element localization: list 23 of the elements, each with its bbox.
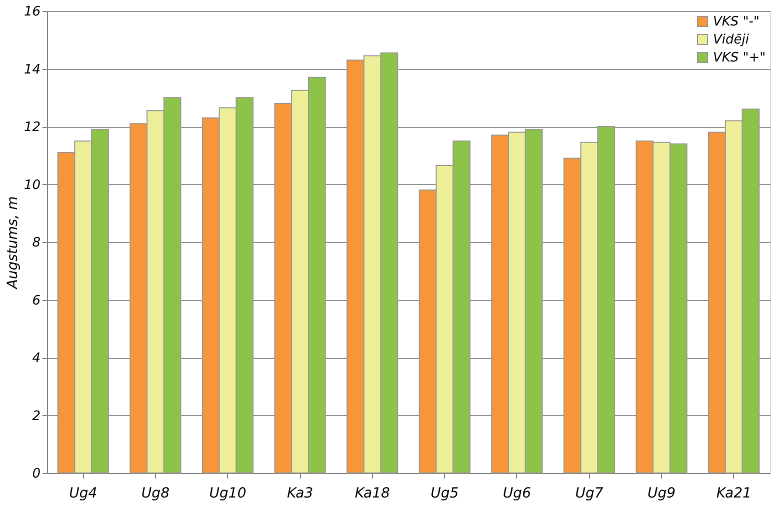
y-tick-label: 12 — [24, 120, 40, 135]
x-tick-label: Ug7 — [575, 486, 604, 502]
x-tick-label: Ug8 — [141, 486, 170, 502]
x-tick-label: Ka3 — [286, 486, 314, 502]
y-tick-label: 14 — [24, 62, 40, 78]
legend-label: Vidēji — [713, 32, 750, 48]
y-tick-label: 4 — [32, 351, 40, 366]
x-tick-label: Ka18 — [354, 486, 390, 502]
y-tick-label: 2 — [32, 408, 40, 424]
legend-label: VKS "+" — [713, 50, 766, 66]
y-tick-label: 8 — [32, 236, 40, 250]
y-tick-label: 0 — [32, 466, 40, 482]
x-tick-label: Ug5 — [430, 486, 459, 502]
x-tick-label: Ka21 — [716, 486, 752, 502]
y-tick-label: 6 — [32, 293, 40, 308]
y-tick-label: 10 — [24, 178, 40, 193]
x-tick-label: Ug9 — [648, 486, 676, 502]
x-tick-label: Ug4 — [69, 486, 98, 502]
x-tick-label: Ug6 — [502, 486, 532, 502]
x-tick-label: Ug10 — [209, 486, 246, 502]
legend-label: VKS "-" — [713, 14, 760, 30]
y-axis-title: Augstums, m — [4, 196, 21, 290]
y-tick-label: 16 — [24, 4, 40, 20]
